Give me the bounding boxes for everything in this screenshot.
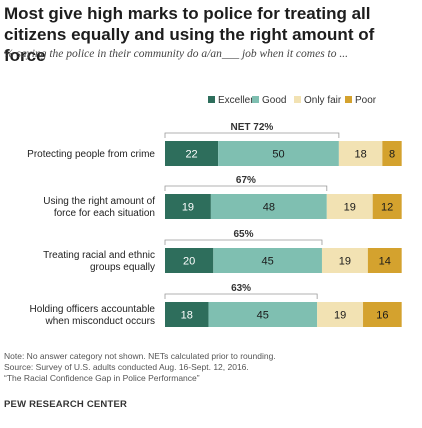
bar-value-label: 18 <box>181 310 193 322</box>
source-line: Source: Survey of U.S. adults conducted … <box>4 362 249 372</box>
category-label: Holding officers accountable <box>30 304 156 315</box>
bar-segment-excellent <box>165 194 211 219</box>
legend-swatch-excellent <box>208 96 215 103</box>
category-label: Treating racial and ethnic <box>43 250 155 261</box>
bar-value-label: 8 <box>389 149 395 161</box>
net-label: 65% <box>233 229 253 240</box>
bar-value-label: 19 <box>334 310 346 322</box>
net-bracket <box>164 185 328 191</box>
bar-value-label: 22 <box>185 149 197 161</box>
bar-value-label: 45 <box>257 310 269 322</box>
bar-value-label: 14 <box>379 256 391 268</box>
bar-segment-excellent <box>165 302 209 327</box>
net-label: 63% <box>231 283 251 294</box>
bar-value-label: 45 <box>262 256 274 268</box>
net-bracket <box>164 293 318 299</box>
note-line: Note: No answer category not shown. NETs… <box>4 351 276 361</box>
legend-swatch-only-fair <box>294 96 301 103</box>
bar-segment-only-fair <box>326 194 373 219</box>
bar-value-label: 48 <box>263 202 275 214</box>
legend-label: Poor <box>355 95 377 106</box>
bar-segment-poor <box>367 248 402 273</box>
bar-value-label: 50 <box>272 149 284 161</box>
bar-value-label: 19 <box>344 202 356 214</box>
legend-label: Excellent <box>218 95 259 106</box>
bar-segment-excellent <box>165 141 219 166</box>
category-label: groups equally <box>90 262 155 273</box>
bar-value-label: 19 <box>339 256 351 268</box>
bar-segment-only-fair <box>321 248 368 273</box>
category-label: Protecting people from crime <box>27 149 155 160</box>
bar-segment-only-fair <box>338 141 383 166</box>
bar-segment-poor <box>382 141 402 166</box>
net-label: 67% <box>236 175 256 186</box>
category-label: Using the right amount of <box>43 196 155 207</box>
bar-value-label: 16 <box>376 310 388 322</box>
chart-subtitle: % saying the police in their community d… <box>4 48 348 60</box>
bar-value-label: 12 <box>381 202 393 214</box>
bar-segment-excellent <box>165 248 214 273</box>
bar-segment-only-fair <box>317 302 364 327</box>
source-organization: PEW RESEARCH CENTER <box>4 399 128 410</box>
legend-label: Good <box>262 95 286 106</box>
bar-segment-poor <box>372 194 402 219</box>
bar-segment-good <box>218 141 339 166</box>
net-bracket <box>164 239 323 245</box>
category-label: force for each situation <box>54 208 155 219</box>
legend-swatch-poor <box>345 96 352 103</box>
report-title-line: “The Racial Confidence Gap in Police Per… <box>4 373 200 383</box>
net-bracket <box>164 132 340 138</box>
bar-value-label: 19 <box>182 202 194 214</box>
bar-value-label: 20 <box>183 256 195 268</box>
net-label: NET 72% <box>231 122 274 133</box>
legend-swatch-good <box>252 96 259 103</box>
category-label: when misconduct occurs <box>45 316 156 327</box>
chart-title: Most give high marks to police for treat… <box>4 4 375 65</box>
legend-label: Only fair <box>304 95 342 106</box>
bar-segment-good <box>210 194 327 219</box>
bar-value-label: 18 <box>354 149 366 161</box>
notes: Note: No answer category not shown. NETs… <box>4 351 418 384</box>
bar-segment-good <box>213 248 322 273</box>
bar-segment-good <box>208 302 318 327</box>
bar-segment-poor <box>363 302 402 327</box>
